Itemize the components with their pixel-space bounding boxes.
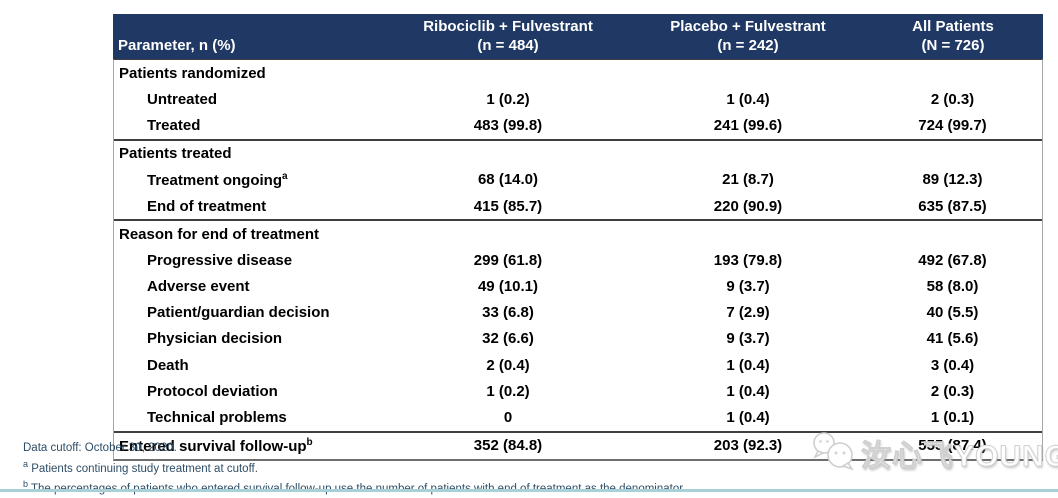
footnote-line: b The percentages of patients who entere…	[23, 478, 686, 495]
row-value-cell: 241 (99.6)	[713, 116, 783, 134]
row-value-cell: 415 (85.7)	[473, 197, 543, 215]
column-header-subtitle: (n = 484)	[477, 36, 539, 54]
table-row: Technical problems 0 1 (0.4) 1 (0.1)	[114, 404, 1042, 430]
row-parameter-label: Technical problems	[147, 409, 287, 427]
row-parameter-label: End of treatment	[147, 197, 267, 215]
table-row: Entered survival follow-upb 352 (84.8) 203…	[114, 430, 1042, 459]
row-parameter-label: Untreated	[147, 90, 218, 108]
table-body: Patients randomized Untreated 1 (0.2) 1 (0.…	[113, 59, 1043, 461]
row-value-cell: 40 (5.5)	[926, 304, 979, 322]
row-value-cell: 299 (61.8)	[473, 251, 543, 269]
column-header-parameter: Parameter, n (%)	[113, 14, 383, 59]
table-row: Treated 483 (99.8) 241 (99.6) 724 (99.7)	[114, 112, 1042, 138]
table-row: Patient/guardian decision 33 (6.8) 7 (2.9)…	[114, 300, 1042, 326]
row-value-cell: 635 (87.5)	[918, 197, 987, 215]
results-table: Parameter, n (%) Ribociclib + Fulvestran…	[113, 14, 1043, 461]
row-parameter-label: Patients randomized	[119, 64, 266, 82]
row-value-cell: 1 (0.4)	[726, 90, 770, 108]
row-value-cell: 203 (92.3)	[713, 437, 783, 455]
row-value-cell: 1 (0.2)	[486, 90, 530, 108]
row-value-cell: 58 (8.0)	[926, 278, 979, 296]
row-value-cell: 1 (0.2)	[486, 382, 530, 400]
table-row: Patients treated	[114, 138, 1042, 167]
row-value-cell: 2 (0.3)	[930, 90, 975, 108]
row-value-cell: 9 (3.7)	[726, 278, 770, 296]
row-value-cell: 2 (0.3)	[930, 382, 975, 400]
row-value-cell: 33 (6.8)	[482, 304, 534, 322]
table-row: End of treatment 415 (85.7) 220 (90.9) 635 …	[114, 193, 1042, 219]
row-value-cell: 492 (67.8)	[918, 251, 987, 269]
footnote-line: Data cutoff: October 30, 2020.	[23, 442, 177, 454]
footnote-line: a Patients continuing study treatment at…	[23, 458, 258, 475]
column-header-subtitle: (N = 726)	[921, 36, 985, 54]
column-header-title: Ribociclib + Fulvestrant	[423, 17, 593, 35]
table-row: Death 2 (0.4) 1 (0.4) 3 (0.4)	[114, 352, 1042, 378]
row-value-cell: 0	[503, 409, 513, 427]
row-parameter-label: Patient/guardian decision	[147, 304, 330, 322]
row-value-cell: 555 (87.4)	[918, 437, 987, 455]
row-value-cell: 41 (5.6)	[926, 330, 979, 348]
row-parameter-label: Physician decision	[147, 330, 283, 348]
column-header-placebo: Placebo + Fulvestrant (n = 242)	[633, 14, 863, 59]
table-row: Physician decision 32 (6.6) 9 (3.7) 41 (5.6…	[114, 326, 1042, 352]
table-row: Reason for end of treatment	[114, 219, 1042, 247]
row-value-cell: 724 (99.7)	[918, 116, 987, 134]
column-header-ribociclib: Ribociclib + Fulvestrant (n = 484)	[383, 14, 633, 59]
row-value-cell: 89 (12.3)	[922, 171, 983, 189]
row-parameter-label: Reason for end of treatment	[119, 225, 320, 243]
row-parameter-label: Protocol deviation	[147, 382, 278, 400]
column-header-subtitle: (n = 242)	[717, 36, 779, 54]
row-value-cell: 352 (84.8)	[473, 437, 543, 455]
row-value-cell: 1 (0.4)	[726, 409, 770, 427]
row-value-cell: 21 (8.7)	[722, 171, 774, 189]
row-value-cell: 483 (99.8)	[473, 116, 543, 134]
row-parameter-label: Death	[147, 356, 189, 374]
row-value-cell: 3 (0.4)	[930, 356, 975, 374]
row-value-cell: 32 (6.6)	[482, 330, 534, 348]
table-row: Untreated 1 (0.2) 1 (0.4) 2 (0.3)	[114, 86, 1042, 112]
table-row: Progressive disease 299 (61.8) 193 (79.8) 4…	[114, 247, 1042, 273]
column-header-all-patients: All Patients (N = 726)	[863, 14, 1043, 59]
bottom-divider-line	[0, 489, 1058, 492]
row-parameter-label: Treatment ongoinga	[147, 170, 288, 189]
table-row: Protocol deviation 1 (0.2) 1 (0.4) 2 (0.3)	[114, 378, 1042, 404]
column-header-title: Parameter, n (%)	[118, 37, 236, 55]
table-row: Treatment ongoinga 68 (14.0) 21 (8.7) 89 (1…	[114, 167, 1042, 193]
row-value-cell: 9 (3.7)	[726, 330, 770, 348]
row-value-cell: 2 (0.4)	[486, 356, 530, 374]
row-value-cell: 193 (79.8)	[713, 251, 783, 269]
row-parameter-label: Adverse event	[147, 278, 250, 296]
table-row: Patients randomized	[114, 60, 1042, 86]
row-parameter-label: Progressive disease	[147, 251, 293, 269]
row-value-cell: 1 (0.4)	[726, 356, 770, 374]
column-header-title: All Patients	[912, 17, 994, 35]
row-value-cell: 7 (2.9)	[726, 304, 770, 322]
row-value-cell: 1 (0.1)	[930, 409, 975, 427]
table-row: Adverse event 49 (10.1) 9 (3.7) 58 (8.0)	[114, 274, 1042, 300]
row-value-cell: 1 (0.4)	[726, 382, 770, 400]
table-header-row: Parameter, n (%) Ribociclib + Fulvestran…	[113, 14, 1043, 59]
row-value-cell: 220 (90.9)	[713, 197, 783, 215]
column-header-title: Placebo + Fulvestrant	[670, 17, 826, 35]
row-parameter-label: Treated	[147, 116, 201, 134]
row-parameter-label: Entered survival follow-upb	[119, 436, 313, 455]
row-value-cell: 68 (14.0)	[477, 171, 539, 189]
row-value-cell: 49 (10.1)	[477, 278, 539, 296]
row-parameter-label: Patients treated	[119, 145, 232, 163]
